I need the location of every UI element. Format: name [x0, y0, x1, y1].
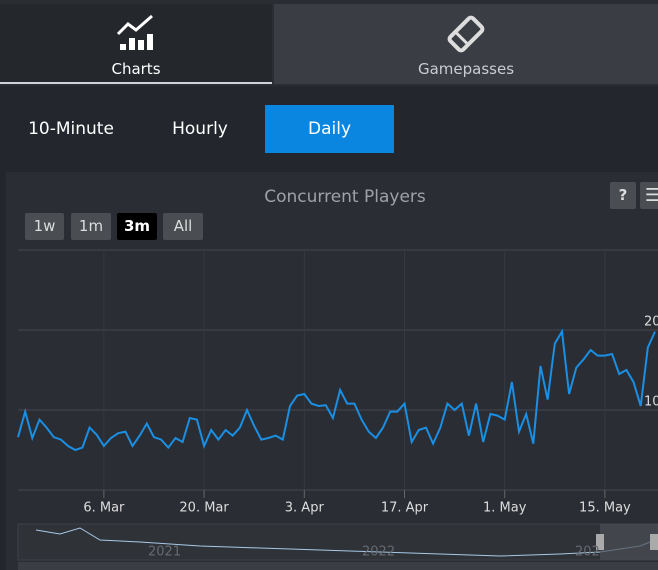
tab-label: Charts	[111, 60, 161, 78]
interval-button[interactable]: Hourly	[172, 119, 228, 139]
menu-button[interactable]: ☰	[640, 182, 658, 209]
range-button[interactable]: 3m	[117, 213, 157, 240]
interval-button[interactable]: Daily	[265, 105, 394, 153]
range-button[interactable]: All	[163, 213, 203, 240]
range-button[interactable]: 1m	[71, 213, 111, 240]
interval-button[interactable]: 10-Minute	[28, 119, 114, 139]
ticket-icon	[447, 15, 485, 53]
range-button[interactable]: 1w	[25, 213, 64, 240]
help-button[interactable]: ?	[610, 182, 636, 209]
tab-label: Gamepasses	[417, 60, 515, 78]
tab[interactable]: Charts	[0, 4, 272, 84]
tab[interactable]: Gamepasses	[274, 4, 658, 84]
tab-bar: Charts Gamepasses	[0, 0, 658, 86]
charts-icon	[116, 14, 153, 50]
